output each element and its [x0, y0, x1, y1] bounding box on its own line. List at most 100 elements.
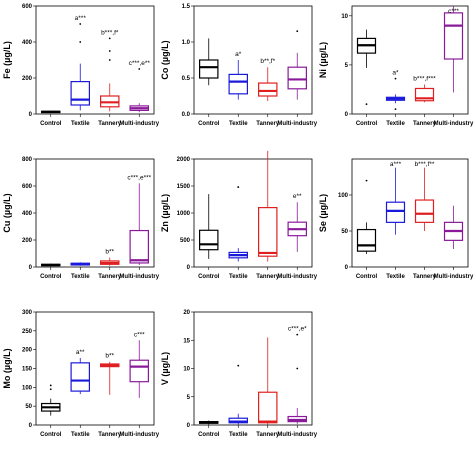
y-tick-label: 0.5 — [182, 76, 191, 82]
outlier-point — [108, 37, 111, 40]
box-iqr — [129, 359, 149, 383]
significance-label: c*** — [134, 331, 145, 338]
outlier-point — [237, 364, 240, 367]
y-tick-label: 5 — [345, 63, 349, 69]
x-tick-label: Textile — [71, 432, 90, 438]
box-iqr — [199, 59, 219, 79]
outlier-point — [394, 108, 397, 110]
significance-label: b***,f* — [101, 29, 119, 36]
y-tick-label: 50 — [25, 404, 32, 410]
x-tick-label: Textile — [229, 432, 248, 438]
x-tick-label: Multi-industry — [277, 121, 317, 127]
outlier-point — [394, 77, 397, 80]
x-tick-label: Textile — [229, 121, 248, 127]
outlier-point — [237, 186, 240, 188]
x-tick-label: Multi-industry — [119, 432, 159, 438]
outlier-point — [296, 333, 299, 336]
y-axis-label: Co (µg/L) — [160, 40, 170, 79]
x-tick-label: Control — [356, 274, 378, 280]
outlier-point — [79, 23, 82, 25]
x-tick-label: Control — [198, 121, 220, 127]
x-tick-label: Control — [40, 274, 62, 280]
x-tick-label: Control — [40, 121, 62, 127]
x-tick-label: Textile — [71, 121, 90, 127]
y-axis-label: Fe (µg/L) — [2, 41, 12, 79]
y-tick-label: 250 — [22, 329, 33, 335]
outlier-point — [296, 30, 299, 33]
x-tick-label: Tannery — [256, 432, 280, 438]
y-tick-label: 0 — [29, 265, 33, 271]
plot-frame — [35, 5, 155, 115]
box-iqr — [199, 229, 219, 251]
box-iqr — [443, 12, 464, 60]
significance-label: a*** — [75, 15, 87, 22]
y-tick-label: 1500 — [177, 184, 191, 190]
x-tick-label: Textile — [386, 121, 405, 127]
y-tick-label: 800 — [22, 157, 33, 163]
outlier-point — [138, 68, 141, 70]
significance-label: a* — [392, 70, 399, 77]
x-tick-label: Multi-industry — [277, 274, 317, 280]
boxplot-svg: 0 200 400 600 Fe (µg/L) Control Textile a*** Tan… — [2, 4, 160, 127]
y-tick-label: 100 — [22, 385, 33, 391]
significance-label: b***,f** — [415, 161, 435, 168]
significance-label: a*** — [390, 161, 402, 168]
y-tick-label: 0 — [345, 112, 349, 118]
y-tick-label: 200 — [22, 348, 33, 354]
y-tick-label: 1.5 — [182, 4, 191, 10]
significance-label: b** — [105, 353, 114, 360]
zn-boxplot-panel: 0 500 1000 1500 2000 Zn (µg/L) Control Textile T… — [158, 150, 318, 293]
y-tick-label: 10 — [183, 367, 190, 373]
box-iqr — [356, 228, 377, 252]
y-tick-label: 100 — [338, 193, 349, 199]
significance-label: b***,f*** — [413, 76, 436, 83]
y-tick-label: 2000 — [177, 157, 191, 163]
outlier-point — [296, 367, 299, 370]
significance-label: c***,e** — [129, 60, 151, 67]
plot-frame — [193, 5, 313, 115]
boxplot-svg: 0 5 10 Ni (µg/L) Control Textile a* Tannery b***… — [318, 5, 474, 127]
y-tick-label: 400 — [22, 211, 33, 217]
box-iqr — [70, 80, 90, 106]
x-tick-label: Multi-industry — [434, 121, 474, 127]
x-tick-label: Control — [198, 274, 220, 280]
significance-label: e** — [293, 193, 302, 200]
significance-label: c***,e* — [288, 326, 307, 333]
x-tick-label: Multi-industry — [434, 274, 474, 280]
y-tick-label: 1.0 — [182, 40, 191, 46]
outlier-point — [108, 59, 111, 61]
x-tick-label: Control — [40, 432, 62, 438]
plot-frame — [351, 5, 469, 115]
y-axis-label: Se (µg/L) — [318, 194, 328, 232]
x-tick-label: Control — [356, 121, 378, 127]
box-iqr — [258, 391, 278, 424]
significance-label: a* — [235, 51, 242, 58]
x-tick-label: Tannery — [256, 274, 280, 280]
x-tick-label: Tannery — [256, 121, 280, 127]
x-tick-label: Multi-industry — [119, 121, 159, 127]
y-tick-label: 200 — [22, 238, 33, 244]
y-tick-label: 0 — [29, 112, 33, 118]
outlier-point — [49, 384, 52, 387]
outlier-point — [108, 50, 111, 52]
ni-boxplot-panel: 0 5 10 Ni (µg/L) Control Textile a* Tannery b***… — [316, 0, 474, 140]
box-iqr — [258, 206, 278, 257]
box-iqr — [228, 417, 248, 424]
boxplot-svg: 0 50 100 Se (µg/L) Control Textile a*** Tannery… — [318, 158, 474, 280]
se-boxplot-panel: 0 50 100 Se (µg/L) Control Textile a*** Tannery… — [316, 153, 474, 293]
y-tick-label: 0 — [29, 423, 33, 429]
y-tick-label: 50 — [341, 229, 348, 235]
x-tick-label: Multi-industry — [119, 274, 159, 280]
box-iqr — [385, 201, 406, 223]
boxplot-svg: 0 500 1000 1500 2000 Zn (µg/L) Control Textile T… — [160, 150, 318, 280]
fe-boxplot-panel: 0 200 400 600 Fe (µg/L) Control Textile a*** Tan… — [0, 0, 160, 140]
v-boxplot-panel: 0 5 10 15 20 V (µg/L) Control Textile Tannery Mul… — [158, 306, 318, 451]
outlier-point — [79, 41, 82, 43]
y-tick-label: 10 — [341, 14, 348, 20]
significance-label: a** — [76, 349, 85, 356]
y-tick-label: 200 — [22, 76, 33, 82]
plot-frame — [351, 158, 469, 268]
significance-label: b** — [105, 249, 114, 256]
outlier-point — [365, 179, 368, 182]
